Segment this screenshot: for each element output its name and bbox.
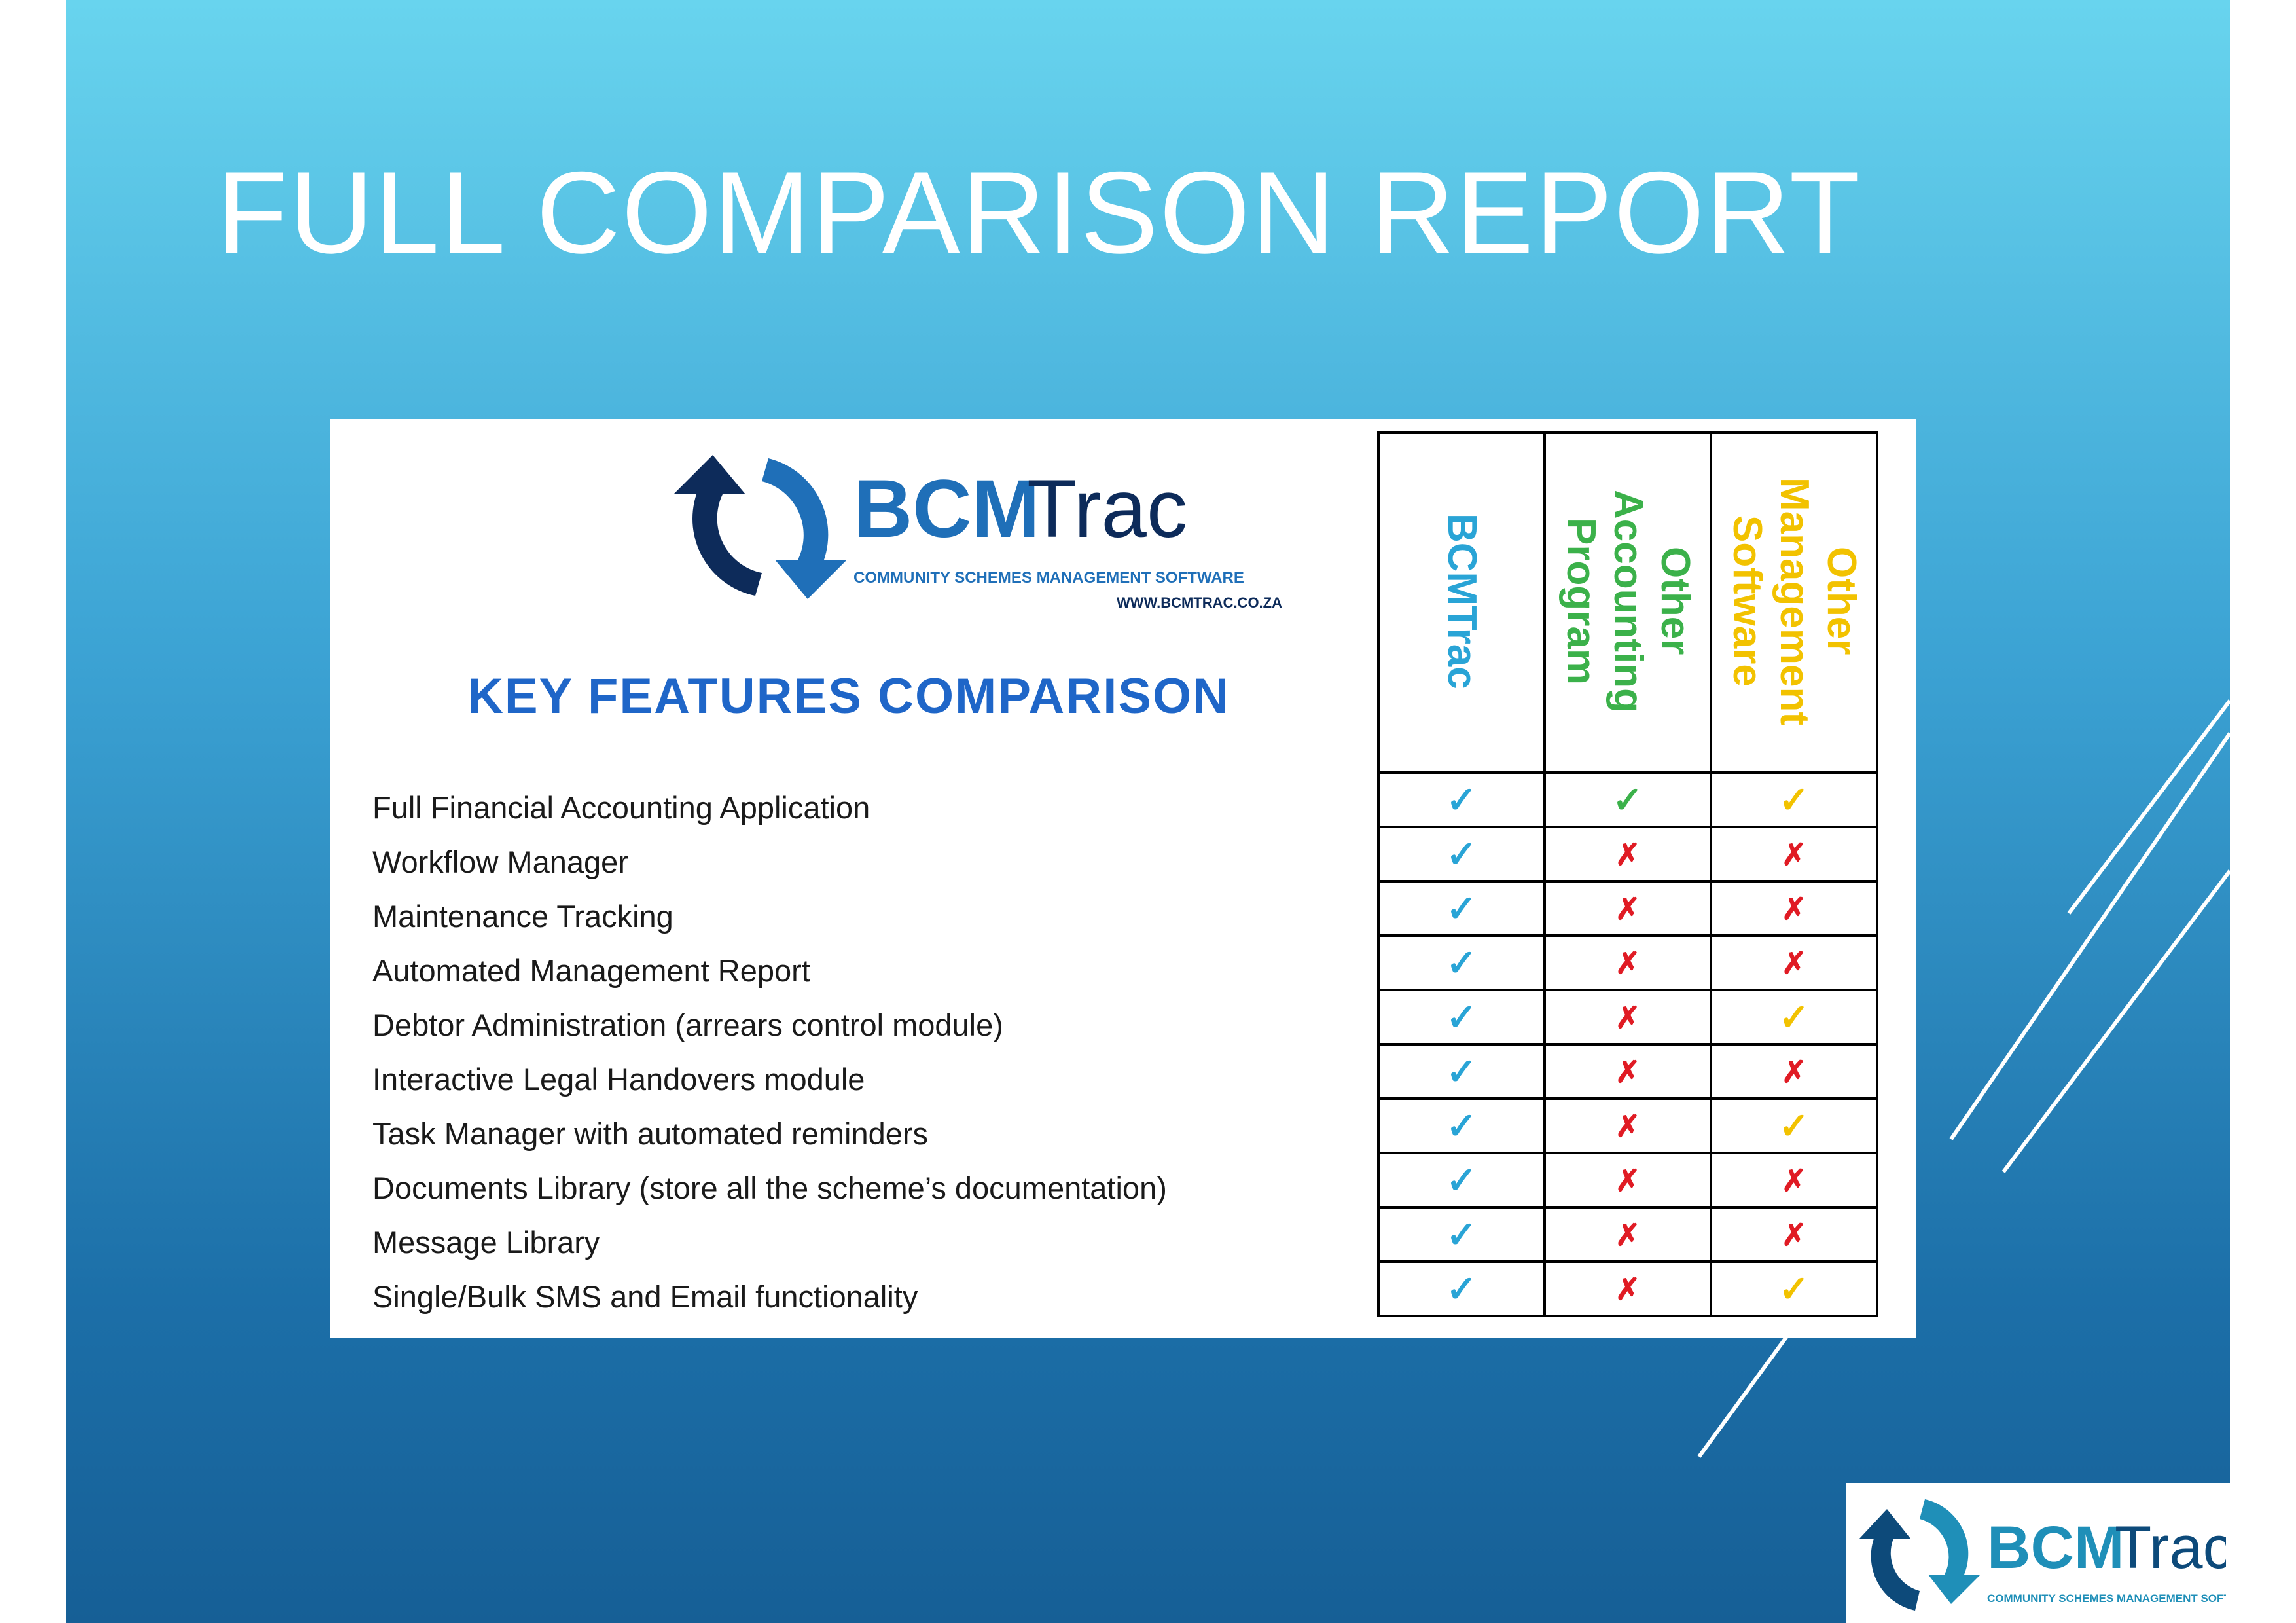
column-header-1: Other Accounting Program	[1543, 431, 1712, 774]
grid-row: ✓ ✗ ✗	[1377, 1043, 1878, 1100]
logo-trac-text: Trac	[1027, 464, 1187, 555]
corner-logo-tagline: COMMUNITY SCHEMES MANAGEMENT SOFTWARE	[1987, 1592, 2226, 1605]
corner-logo-box: BCM Trac COMMUNITY SCHEMES MANAGEMENT SO…	[1846, 1483, 2230, 1623]
check-icon: ✓	[1377, 771, 1546, 828]
grid-row: ✓ ✗ ✗	[1377, 1152, 1878, 1209]
cross-icon: ✗	[1543, 1152, 1712, 1209]
feature-item: Documents Library (store all the scheme’…	[372, 1171, 1167, 1205]
refresh-arrows-icon	[1859, 1499, 1981, 1611]
check-icon: ✓	[1377, 1043, 1546, 1100]
cross-icon: ✗	[1710, 934, 1878, 991]
logo-bcm-text: BCM	[853, 464, 1040, 555]
feature-item: Single/Bulk SMS and Email functionality	[372, 1279, 918, 1314]
cross-icon: ✗	[1543, 1206, 1712, 1263]
cross-icon: ✗	[1543, 1260, 1712, 1317]
check-icon: ✓	[1710, 1097, 1878, 1154]
comparison-panel: BCM Trac COMMUNITY SCHEMES MANAGEMENT SO…	[330, 419, 1916, 1338]
grid-row: ✓ ✗ ✓	[1377, 1260, 1878, 1317]
feature-item: Automated Management Report	[372, 953, 810, 988]
grid-row: ✓ ✗ ✗	[1377, 826, 1878, 883]
corner-logo-trac-text: Trac	[2115, 1514, 2226, 1581]
grid-row: ✓ ✗ ✗	[1377, 934, 1878, 991]
check-icon: ✓	[1377, 1260, 1546, 1317]
cross-icon: ✗	[1710, 880, 1878, 937]
cross-icon: ✗	[1543, 934, 1712, 991]
cross-icon: ✗	[1543, 989, 1712, 1046]
check-icon: ✓	[1377, 934, 1546, 991]
cross-icon: ✗	[1543, 1097, 1712, 1154]
cross-icon: ✗	[1543, 1043, 1712, 1100]
check-icon: ✓	[1710, 989, 1878, 1046]
feature-item: Message Library	[372, 1225, 600, 1260]
column-header-line: Accounting	[1605, 489, 1651, 713]
grid-row: ✓ ✓ ✓	[1377, 771, 1878, 828]
column-header-line: Management	[1772, 477, 1817, 725]
key-features-heading: KEY FEATURES COMPARISON	[467, 668, 1230, 724]
cross-icon: ✗	[1543, 826, 1712, 883]
check-icon: ✓	[1377, 880, 1546, 937]
check-icon: ✓	[1377, 989, 1546, 1046]
check-icon: ✓	[1710, 771, 1878, 828]
check-icon: ✓	[1377, 1152, 1546, 1209]
check-icon: ✓	[1377, 1206, 1546, 1263]
column-header-line: Other	[1653, 547, 1698, 655]
feature-item: Task Manager with automated reminders	[372, 1116, 929, 1151]
feature-item: Full Financial Accounting Application	[372, 790, 870, 825]
corner-logo-bcm-text: BCM	[1987, 1514, 2125, 1581]
column-header-2: Other Management Software	[1710, 431, 1878, 774]
feature-item: Workflow Manager	[372, 845, 628, 879]
cross-icon: ✗	[1710, 1152, 1878, 1209]
corner-bcmtrac-logo: BCM Trac COMMUNITY SCHEMES MANAGEMENT SO…	[1859, 1499, 2226, 1611]
column-header-line: Other	[1819, 547, 1864, 655]
column-header-0: BCMTrac	[1377, 431, 1546, 774]
feature-item: Interactive Legal Handovers module	[372, 1062, 865, 1097]
cross-icon: ✗	[1710, 1206, 1878, 1263]
column-header-label: Other Management Software	[1723, 477, 1865, 725]
feature-item: Maintenance Tracking	[372, 899, 673, 934]
slide: FULL COMPARISON REPORT BCM Trac COMMUNIT…	[66, 0, 2230, 1623]
grid-header-row: BCMTrac Other Accounting Program Other Manage…	[1377, 431, 1878, 774]
grid-row: ✓ ✗ ✗	[1377, 880, 1878, 937]
column-header-label: Other Accounting Program	[1557, 490, 1698, 713]
cross-icon: ✗	[1710, 1043, 1878, 1100]
cross-icon: ✗	[1710, 826, 1878, 883]
column-header-label: BCMTrac	[1438, 513, 1485, 689]
column-header-line: BCMTrac	[1439, 513, 1484, 689]
check-icon: ✓	[1543, 771, 1712, 828]
decorative-lines	[1697, 699, 2230, 1458]
grid-row: ✓ ✗ ✗	[1377, 1206, 1878, 1263]
slide-title: FULL COMPARISON REPORT	[217, 147, 1862, 278]
check-icon: ✓	[1377, 826, 1546, 883]
column-header-line: Software	[1725, 515, 1770, 687]
feature-list: Full Financial Accounting Application Wor…	[372, 780, 1167, 1324]
refresh-arrows-icon	[673, 455, 847, 599]
logo-tagline: COMMUNITY SCHEMES MANAGEMENT SOFTWARE	[853, 569, 1244, 587]
check-icon: ✓	[1377, 1097, 1546, 1154]
grid-row: ✓ ✗ ✓	[1377, 1097, 1878, 1154]
grid-row: ✓ ✗ ✓	[1377, 989, 1878, 1046]
feature-item: Debtor Administration (arrears control m…	[372, 1008, 1003, 1042]
comparison-grid: BCMTrac Other Accounting Program Other Manage…	[1377, 431, 1878, 1317]
check-icon: ✓	[1710, 1260, 1878, 1317]
cross-icon: ✗	[1543, 880, 1712, 937]
bcmtrac-logo: BCM Trac COMMUNITY SCHEMES MANAGEMENT SO…	[673, 455, 1282, 611]
logo-website: WWW.BCMTRAC.CO.ZA	[1117, 594, 1282, 611]
column-header-line: Program	[1558, 517, 1604, 685]
